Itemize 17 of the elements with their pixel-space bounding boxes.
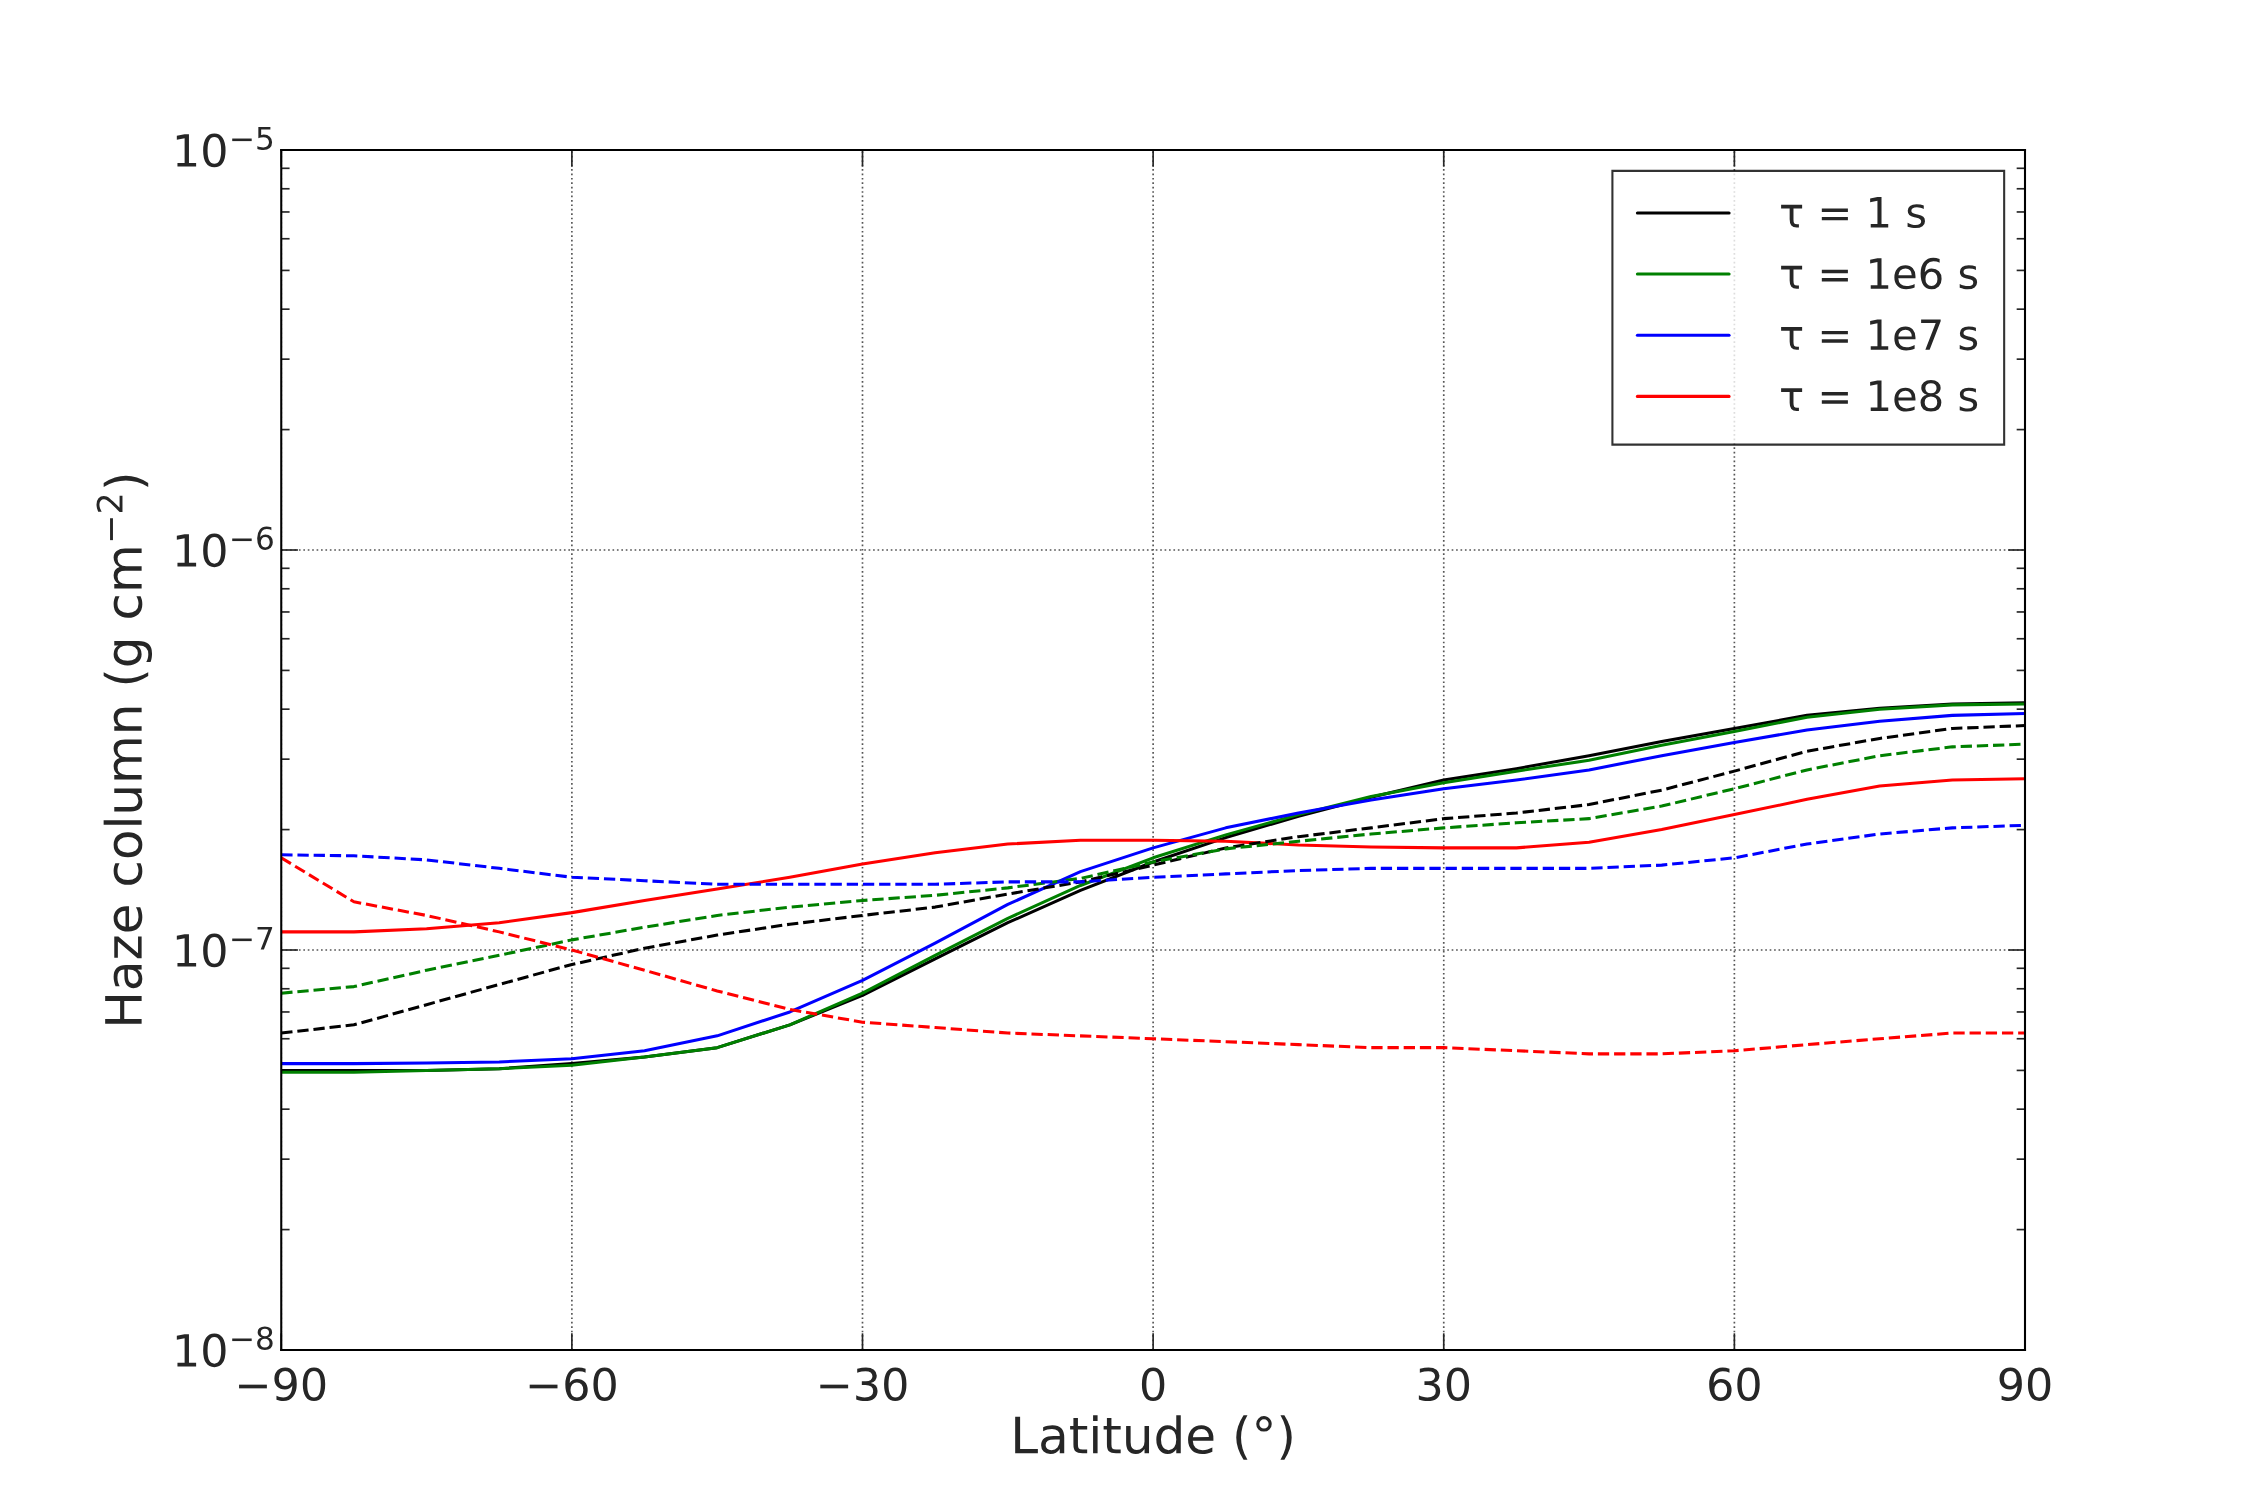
- y-tick-label: 10$^{−5}$: [176, 126, 273, 168]
- y-tick-label: 10$^{−7}$: [176, 926, 273, 968]
- x-tick-label: 0: [1141, 1367, 1165, 1402]
- x-tick-label: 90: [1999, 1367, 2051, 1402]
- y-tick-label: 10$^{−8}$: [176, 1326, 273, 1368]
- x-tick-label: −30: [820, 1367, 907, 1402]
- legend-label: τ = 1 s: [1781, 197, 1925, 229]
- x-tick-label: 30: [1418, 1367, 1470, 1402]
- legend-label: τ = 1e6 s: [1781, 257, 1978, 290]
- y-axis-title: Haze column (g cm$^{−2}$): [96, 475, 153, 1024]
- x-tick-label: −60: [529, 1367, 616, 1402]
- x-tick-label: 60: [1709, 1367, 1760, 1402]
- legend-label: τ = 1e8 s: [1781, 380, 1978, 412]
- y-tick-label: 10$^{−6}$: [176, 526, 273, 568]
- x-tick-label: −90: [239, 1367, 326, 1402]
- legend-label: τ = 1e7 s: [1781, 319, 1978, 351]
- x-axis-title: Latitude (°): [1015, 1415, 1292, 1460]
